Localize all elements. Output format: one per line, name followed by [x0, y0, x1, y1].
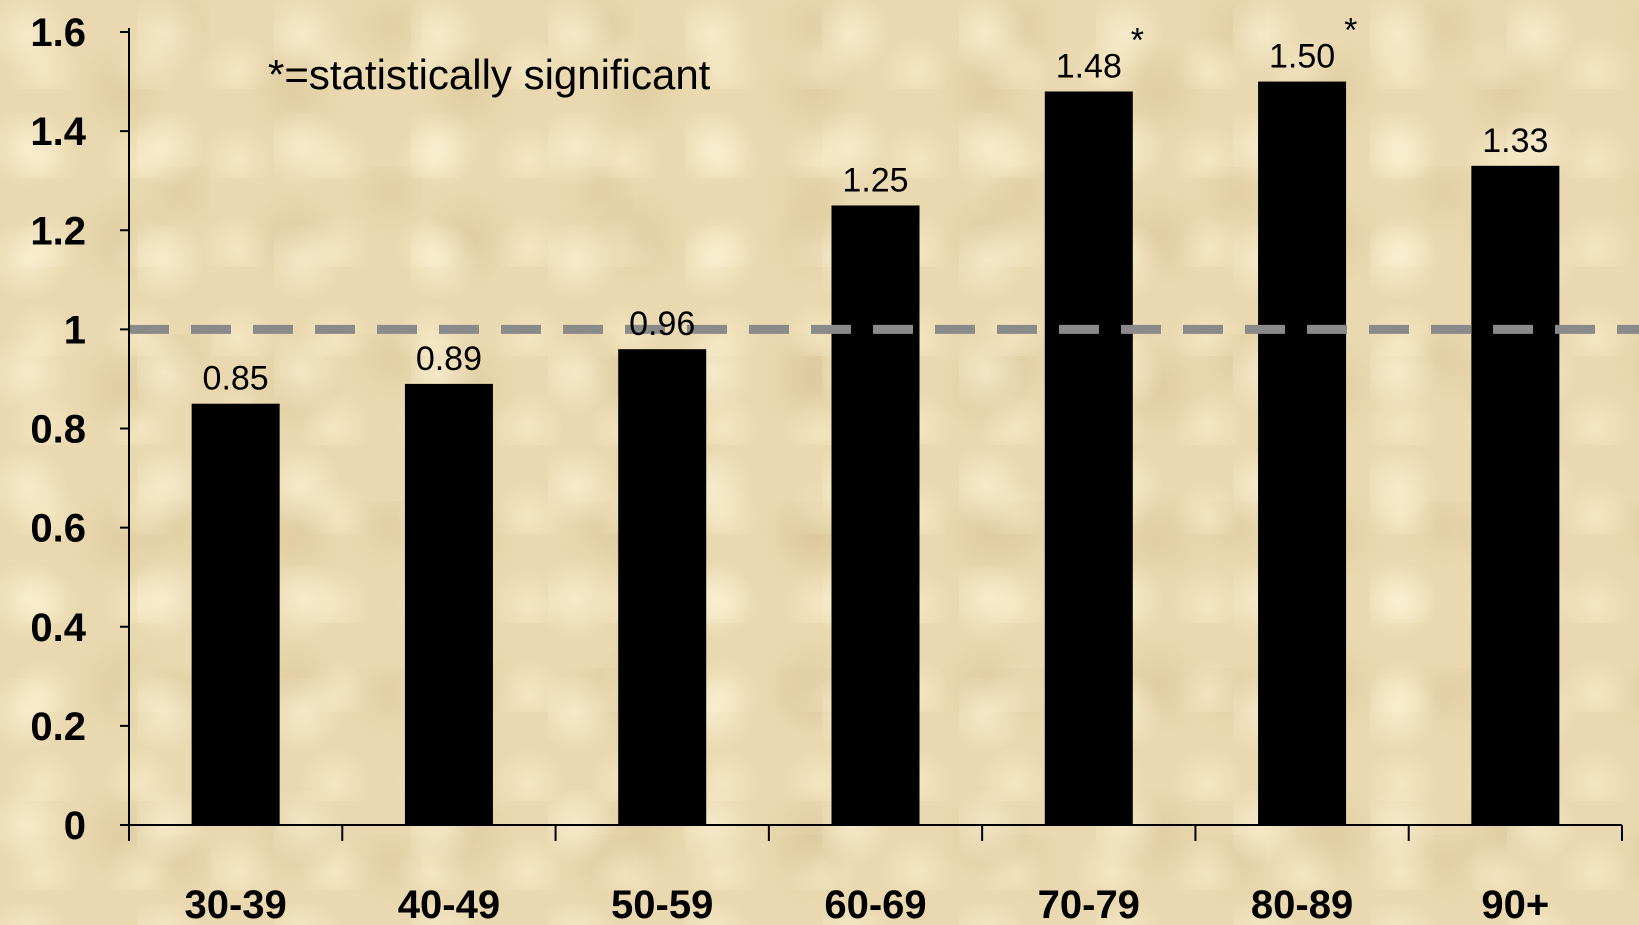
x-tick-label: 40-49	[398, 883, 500, 925]
data-labels: 0.850.890.961.251.48* 1.50*1.33	[203, 12, 1549, 398]
y-tick-label: 0.4	[30, 606, 86, 650]
data-label: 1.50	[1269, 38, 1335, 76]
y-tick-label: 0.8	[30, 408, 86, 452]
data-label: 0.96	[629, 305, 695, 343]
x-tick-label: 30-39	[184, 883, 286, 925]
x-axis-tick-labels: 30-39 40-49 50-59 60-69 70-79 80-89 90+	[184, 883, 1549, 925]
y-tick-label: 0.6	[30, 507, 86, 551]
y-tick-label: 0	[64, 804, 86, 848]
bar	[1471, 165, 1560, 826]
data-label: 0.89	[416, 340, 482, 378]
data-label: 0.85	[203, 360, 269, 398]
significance-marker: *	[1131, 21, 1144, 59]
bars	[191, 81, 1560, 826]
x-tick-label: 80-89	[1251, 883, 1353, 925]
bar	[191, 403, 280, 825]
x-tick-label: 50-59	[611, 883, 713, 925]
y-axis-tick-labels: 0 0.2 0.4 0.6 0.8 1 1.2 1.4 1.6	[30, 11, 86, 848]
data-label: 1.25	[842, 161, 908, 199]
y-tick-label: 1.2	[30, 209, 86, 253]
y-tick-label: 1.4	[30, 110, 86, 154]
bar	[1258, 81, 1347, 825]
data-label: 1.48	[1056, 47, 1122, 85]
x-tick-label: 60-69	[824, 883, 926, 925]
bar	[404, 383, 493, 825]
y-tick-label: 1.6	[30, 11, 86, 55]
significance-marker: *	[1344, 12, 1357, 50]
bar	[831, 205, 920, 825]
bar	[1044, 91, 1133, 826]
axes	[120, 28, 1623, 841]
x-tick-label: 70-79	[1038, 883, 1140, 925]
y-tick-label: 1	[64, 308, 86, 352]
significance-note: *=statistically significant	[268, 51, 711, 98]
y-tick-label: 0.2	[30, 705, 86, 749]
x-tick-label: 90+	[1481, 883, 1549, 925]
bar	[618, 349, 707, 825]
data-label: 1.33	[1482, 122, 1548, 160]
